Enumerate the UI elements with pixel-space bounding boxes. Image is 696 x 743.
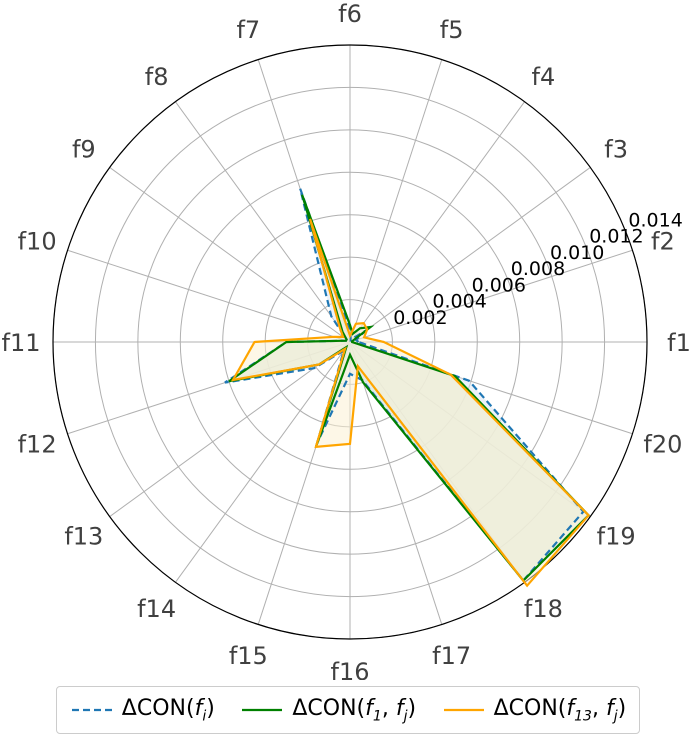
grid-spoke [67,249,351,343]
grid-spoke [349,101,525,343]
category-label: f13 [64,522,103,550]
legend-item: ΔCON(fi) [70,696,215,724]
legend: ΔCON(fi) ΔCON(f1, fj) ΔCON(f13, fj) [56,686,640,734]
radial-tick-label: 0.006 [472,274,526,296]
category-label: f3 [604,136,628,164]
legend-swatch [242,708,283,712]
category-label: f1 [667,329,691,357]
radial-tick-label: 0.004 [432,291,486,313]
category-label: f12 [18,431,57,459]
grid-spoke [349,59,443,343]
series-fill [233,218,589,586]
series-line [230,218,591,588]
category-label: f2 [651,227,675,255]
radial-tick-label: 0.008 [511,258,565,280]
grid-spoke [349,341,443,625]
category-label: f6 [338,0,362,28]
category-label: f11 [2,329,41,357]
radial-tick-label: 0.002 [393,307,447,329]
series-layer [224,188,591,588]
legend-item: ΔCON(f1, fj) [240,696,416,724]
category-label: f17 [432,642,471,670]
category-label: f19 [597,522,636,550]
category-label: f10 [18,227,57,255]
legend-label: ΔCON(fi) [121,695,215,725]
grid-spoke [109,167,351,343]
category-label: f4 [532,63,556,91]
category-label: f14 [137,595,176,623]
grid-spoke [175,101,351,343]
legend-label: ΔCON(f13, fj) [493,695,627,725]
category-label: f18 [524,595,563,623]
category-label: f5 [440,16,464,44]
grid-spoke [349,249,633,343]
grid-spoke [109,341,351,517]
legend-swatch [71,708,112,712]
series-line [228,194,591,583]
grid-spoke [175,341,351,583]
radial-tick-label: 0.014 [628,209,682,231]
legend-label: ΔCON(f1, fj) [292,695,417,725]
legend-swatch [443,708,484,712]
category-label: f8 [145,63,169,91]
category-label: f20 [643,431,682,459]
radial-tick-label: 0.012 [589,226,643,248]
category-label: f9 [72,136,96,164]
outer-frame [52,44,648,640]
grid-spoke [349,167,591,343]
category-label: f15 [229,642,268,670]
category-label: f16 [331,658,370,680]
radial-tick-label: 0.010 [550,242,604,264]
legend-item: ΔCON(f13, fj) [442,695,627,725]
category-label: f7 [236,16,260,44]
